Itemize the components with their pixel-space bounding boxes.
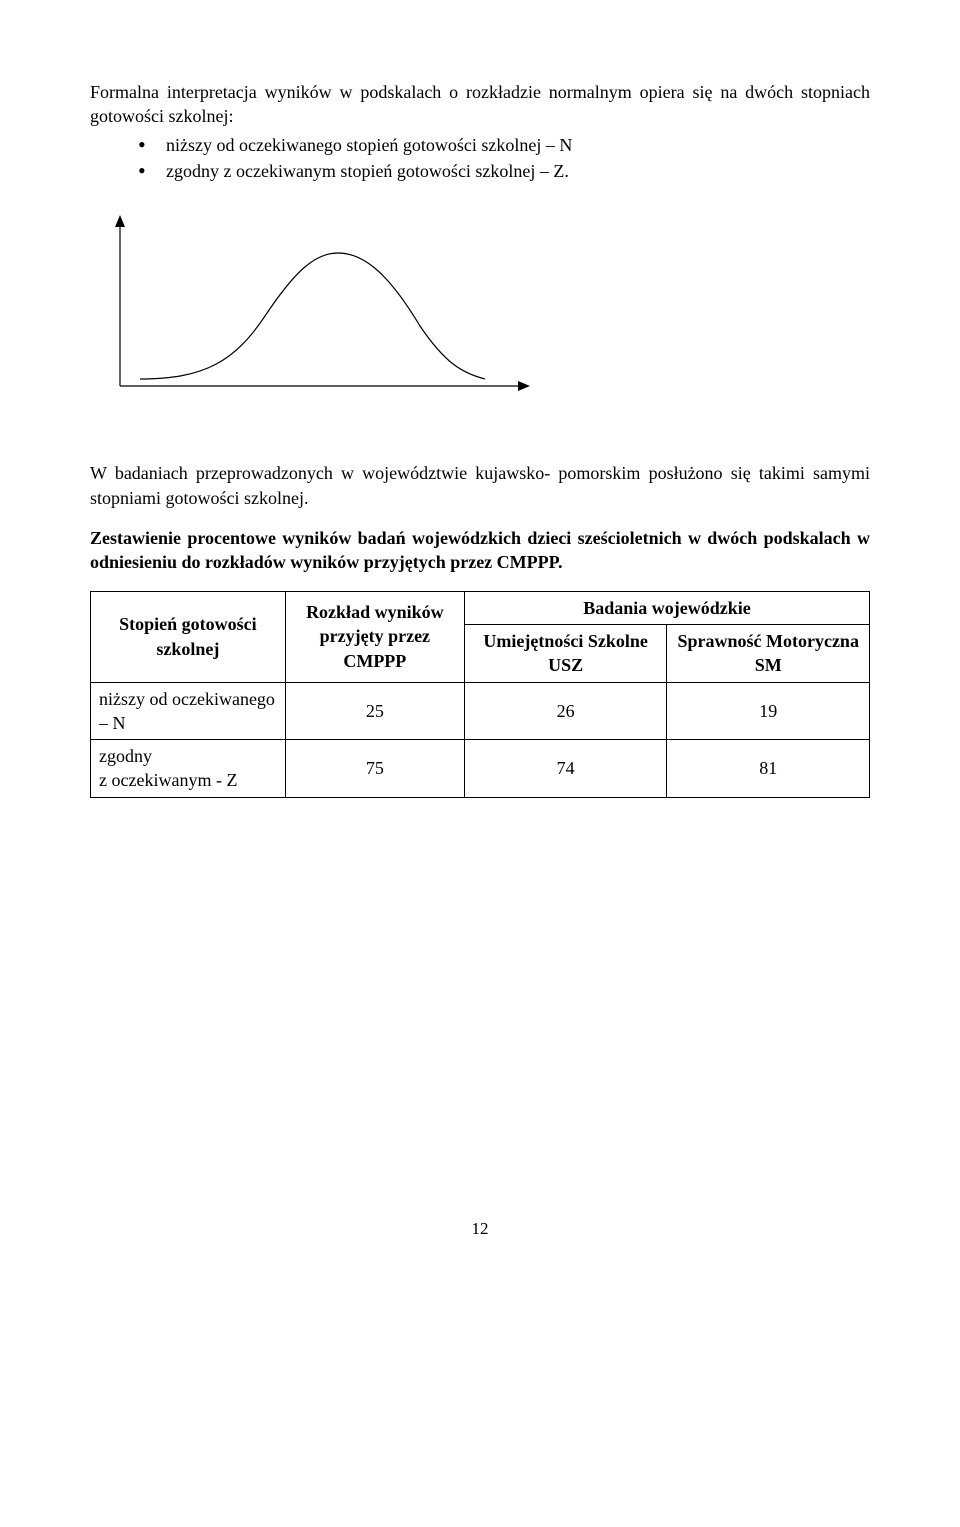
table-row: niższy od oczekiwanego – N 25 26 19 <box>91 682 870 740</box>
y-axis-arrow-icon <box>115 215 125 227</box>
results-table: Stopień gotowości szkolnej Rozkład wynik… <box>90 591 870 798</box>
x-axis-arrow-icon <box>518 381 530 391</box>
subhead-code: USZ <box>548 655 583 675</box>
page-number: 12 <box>90 1218 870 1241</box>
paragraph-method: W badaniach przeprowadzonych w województ… <box>90 461 870 510</box>
paragraph-intro: Formalna interpretacja wyników w podskal… <box>90 80 870 129</box>
cell-value: 26 <box>464 682 667 740</box>
row-label-line: z oczekiwanym - Z <box>99 770 237 790</box>
bullet-item: zgodny z oczekiwanym stopień gotowości s… <box>138 159 870 183</box>
row-label: zgodny z oczekiwanym - Z <box>91 740 286 798</box>
table-row: zgodny z oczekiwanym - Z 75 74 81 <box>91 740 870 798</box>
cell-value: 74 <box>464 740 667 798</box>
cell-value: 75 <box>285 740 464 798</box>
subhead-label: Sprawność Motoryczna <box>677 631 858 651</box>
curve-svg <box>90 211 550 411</box>
row-label-line: zgodny <box>99 746 152 766</box>
table-header-row: Stopień gotowości szkolnej Rozkład wynik… <box>91 591 870 624</box>
normal-curve <box>140 253 485 379</box>
col-header-regional: Badania wojewódzkie <box>464 591 869 624</box>
subhead-label: Umiejętności Szkolne <box>483 631 647 651</box>
paragraph-table-caption: Zestawienie procentowe wyników badań woj… <box>90 526 870 575</box>
col-header-sm: Sprawność Motoryczna SM <box>667 624 870 682</box>
bullet-list: niższy od oczekiwanego stopień gotowości… <box>138 133 870 184</box>
distribution-curve-figure <box>90 211 870 417</box>
col-header-cmppp: Rozkład wyników przyjęty przez CMPPP <box>285 591 464 682</box>
subhead-code: SM <box>755 655 782 675</box>
col-header-level: Stopień gotowości szkolnej <box>91 591 286 682</box>
bullet-item: niższy od oczekiwanego stopień gotowości… <box>138 133 870 157</box>
cell-value: 81 <box>667 740 870 798</box>
cell-value: 19 <box>667 682 870 740</box>
cell-value: 25 <box>285 682 464 740</box>
col-header-usz: Umiejętności Szkolne USZ <box>464 624 667 682</box>
row-label: niższy od oczekiwanego – N <box>91 682 286 740</box>
